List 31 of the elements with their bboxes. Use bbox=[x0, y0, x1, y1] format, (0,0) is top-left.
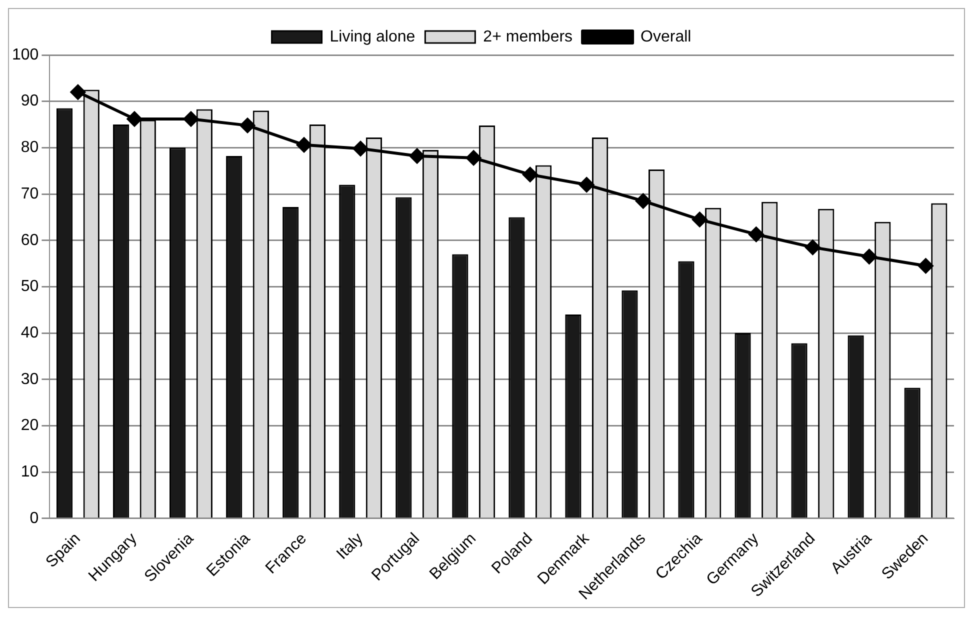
x-tick-label: Italy bbox=[334, 530, 366, 563]
point bbox=[466, 150, 482, 166]
point bbox=[296, 137, 312, 152]
y-tick-label: 20 bbox=[20, 417, 39, 434]
point bbox=[805, 240, 820, 255]
y-tick-label: 60 bbox=[20, 232, 39, 249]
y-tick-label: 40 bbox=[20, 324, 39, 342]
point bbox=[748, 226, 764, 242]
legend-label: Living alone bbox=[330, 28, 416, 46]
point bbox=[692, 212, 708, 228]
y-tick-label: 0 bbox=[30, 510, 39, 527]
y-tick-label: 70 bbox=[20, 185, 39, 202]
point bbox=[240, 118, 256, 133]
point bbox=[126, 111, 142, 126]
point bbox=[579, 177, 594, 192]
point bbox=[522, 167, 538, 182]
legend-label: Overall bbox=[640, 28, 692, 46]
y-tick-label: 100 bbox=[12, 46, 39, 64]
point bbox=[70, 84, 86, 100]
y-tick-label: 10 bbox=[20, 463, 39, 480]
y-tick-label: 90 bbox=[20, 92, 39, 110]
point bbox=[410, 148, 425, 164]
legend-label: 2+ members bbox=[483, 28, 573, 46]
y-tick-label: 30 bbox=[20, 370, 39, 388]
y-tick-label: 80 bbox=[20, 139, 39, 156]
point bbox=[353, 141, 368, 156]
y-tick-label: 50 bbox=[20, 278, 39, 296]
point bbox=[636, 193, 651, 208]
point bbox=[183, 111, 198, 126]
point bbox=[918, 258, 934, 274]
point bbox=[862, 249, 877, 264]
